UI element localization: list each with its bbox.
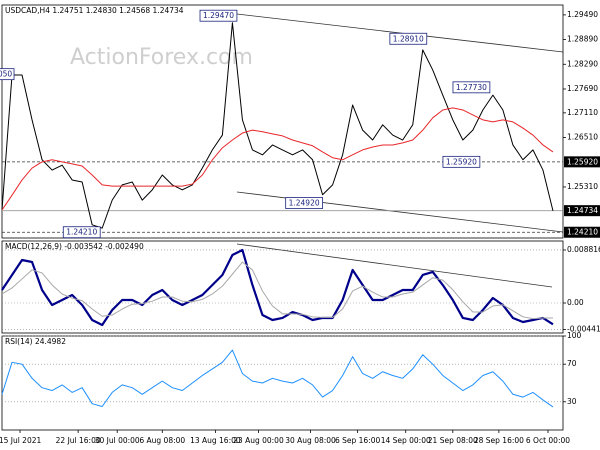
price-tag-label: 1.25920 — [567, 157, 598, 166]
y-tick-label: 1.26510 — [567, 133, 598, 142]
price-tag — [564, 156, 600, 168]
panel-title: RSI(14) 24.4982 — [5, 337, 66, 346]
x-tick-label: 6 Aug 08:00 — [139, 436, 185, 445]
y-tick-label: 1.28890 — [567, 35, 598, 44]
y-tick-label: 1.29490 — [567, 10, 598, 19]
series-line — [1, 107, 554, 211]
y-tick-label: 1.27110 — [567, 108, 598, 117]
series-line — [1, 248, 554, 327]
panel-frame — [1, 4, 564, 239]
y-tick-label: 100 — [567, 331, 582, 340]
x-tick-label: 13 Aug 16:00 — [190, 436, 241, 445]
x-tick-label: 6 Oct 00:00 — [526, 436, 570, 445]
watermark: ActionForex.com — [70, 45, 253, 70]
price-tag — [564, 226, 600, 238]
x-tick-label: 23 Aug 00:00 — [233, 436, 284, 445]
level-label: 050 — [0, 70, 12, 79]
y-tick-label: 70 — [567, 359, 577, 368]
panel-title: USDCAD,H4 1.24751 1.24830 1.24568 1.2473… — [5, 6, 184, 15]
series-line — [1, 261, 553, 320]
y-tick-label: 0.008816 — [567, 245, 600, 254]
x-tick-label: 30 Aug 08:00 — [285, 436, 336, 445]
price-tag — [564, 205, 600, 217]
level-box — [389, 32, 428, 45]
x-tick-label: 28 Sep 16:00 — [474, 436, 524, 445]
level-box — [62, 226, 101, 239]
level-label: 1.27730 — [456, 83, 487, 92]
trend-line — [236, 243, 553, 288]
level-label: 1.24210 — [66, 228, 97, 237]
y-tick-label: 1.28290 — [567, 59, 598, 68]
x-tick-label: 14 Sep 00:00 — [381, 436, 431, 445]
level-label: 1.29470 — [203, 11, 234, 20]
series-line — [1, 349, 554, 408]
level-box — [285, 197, 323, 209]
y-tick-label: 0.00 — [567, 298, 584, 307]
series-line — [1, 22, 554, 229]
level-label: 1.28910 — [393, 34, 424, 43]
x-tick-label: 22 Jul 16:00 — [56, 436, 101, 445]
y-tick-label: 1.25310 — [567, 182, 598, 191]
price-tag-label: 1.24210 — [567, 228, 598, 237]
level-box — [199, 9, 238, 22]
level-label: 1.25920 — [446, 157, 477, 166]
panel-title: MACD(12,26,9) -0.003542 -0.002490 — [5, 242, 144, 251]
level-box — [452, 81, 491, 94]
panel-frame — [1, 335, 564, 431]
x-tick-label: 30 Jul 00:00 — [95, 436, 140, 445]
level-label: 1.24920 — [289, 199, 320, 208]
price-tag-label: 1.24734 — [567, 206, 598, 215]
x-tick-label: 6 Sep 16:00 — [335, 436, 381, 445]
level-box — [0, 68, 15, 81]
panel-frame — [1, 240, 564, 334]
x-tick-label: 15 Jul 2021 — [0, 436, 41, 445]
level-box — [442, 155, 481, 168]
y-tick-label: 1.27690 — [567, 84, 598, 93]
x-tick-label: 21 Sep 08:00 — [428, 436, 478, 445]
y-tick-label: 30 — [567, 397, 577, 406]
y-tick-label: -0.004416 — [567, 325, 600, 334]
